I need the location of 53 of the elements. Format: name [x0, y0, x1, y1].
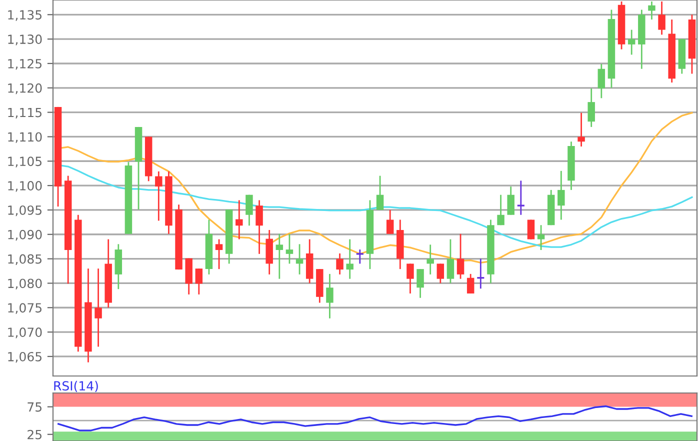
candlestick [386, 209, 394, 235]
candlestick [658, 0, 666, 36]
y-tick-label: 1,125 [8, 58, 42, 70]
y-tick-label: 1,120 [8, 83, 42, 94]
candlestick [527, 219, 535, 240]
candlestick [456, 233, 464, 280]
candlestick [446, 238, 454, 284]
candlestick [326, 273, 334, 320]
y-tick-label: 1,075 [8, 303, 42, 314]
candlestick [598, 63, 606, 99]
y-tick-label: 1,070 [8, 328, 42, 338]
y-tick-label: 1,110 [8, 132, 42, 143]
candlestick [256, 200, 263, 255]
y-tick-label: 25 [28, 430, 42, 440]
candlestick [426, 244, 434, 276]
y-tick-label: 1,115 [8, 108, 42, 119]
candlestick [356, 248, 364, 264]
candlestick [286, 233, 294, 264]
candlestick [648, 0, 656, 20]
candlestick [628, 29, 636, 56]
candlestick [578, 112, 585, 148]
candlestick [336, 252, 344, 276]
candlestick [155, 170, 162, 222]
y-tick-label: 75 [28, 402, 42, 412]
y-tick-label: 1,135 [8, 10, 42, 21]
candlestick [195, 268, 203, 296]
y-tick-label: 1,095 [8, 205, 42, 216]
candlestick [246, 194, 253, 226]
candlestick [276, 233, 284, 280]
y-tick-label: 1,090 [8, 230, 42, 241]
candlestick [497, 194, 504, 226]
candlestick [537, 224, 545, 251]
candlestick [516, 180, 526, 216]
candlestick [507, 186, 514, 216]
candlestick [466, 273, 474, 294]
y-tick-label: 1,085 [8, 254, 42, 266]
line-series [58, 405, 692, 432]
candlestick [215, 238, 223, 270]
y-tick-label: 1,105 [8, 156, 42, 168]
y-tick-label: 1,100 [8, 181, 42, 192]
candlestick [558, 170, 565, 220]
candlestick [416, 268, 424, 299]
chart-title: RSI(14) [54, 380, 98, 392]
candlestick [376, 175, 384, 211]
y-tick-label: 1,130 [8, 34, 42, 46]
candlestick [236, 200, 243, 240]
y-tick-label: 1,065 [8, 352, 42, 363]
candlestick [436, 262, 444, 284]
candlestick [406, 262, 414, 294]
candlestick [588, 88, 595, 128]
candlestick [346, 238, 354, 280]
y-tick-label: 1,080 [8, 278, 42, 290]
candlestick [94, 268, 102, 348]
